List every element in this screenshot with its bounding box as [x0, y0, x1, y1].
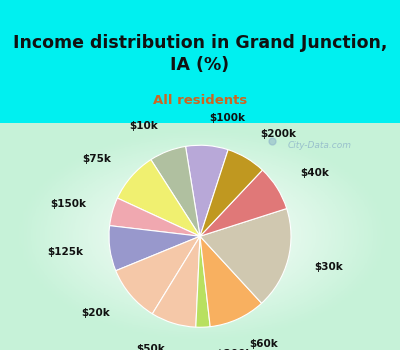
Text: $100k: $100k	[209, 113, 245, 123]
Text: $150k: $150k	[50, 199, 86, 209]
Text: $40k: $40k	[300, 168, 329, 178]
Wedge shape	[200, 150, 262, 236]
Text: $75k: $75k	[82, 154, 111, 163]
Wedge shape	[200, 209, 291, 303]
Wedge shape	[117, 160, 200, 236]
Wedge shape	[110, 198, 200, 236]
Wedge shape	[196, 236, 210, 327]
Text: $50k: $50k	[136, 344, 165, 350]
Wedge shape	[200, 170, 287, 236]
Text: Income distribution in Grand Junction,
IA (%): Income distribution in Grand Junction, I…	[13, 34, 387, 75]
Wedge shape	[186, 145, 228, 236]
Text: $20k: $20k	[81, 308, 110, 318]
Text: All residents: All residents	[153, 94, 247, 107]
Wedge shape	[109, 226, 200, 271]
Text: $60k: $60k	[249, 339, 278, 349]
Wedge shape	[151, 146, 200, 236]
Text: $125k: $125k	[47, 247, 83, 257]
Text: City-Data.com: City-Data.com	[288, 141, 352, 150]
Text: $30k: $30k	[314, 261, 343, 272]
Wedge shape	[116, 236, 200, 314]
Wedge shape	[200, 236, 262, 327]
Text: $10k: $10k	[129, 121, 158, 131]
Wedge shape	[152, 236, 200, 327]
Text: $200k: $200k	[260, 130, 296, 140]
